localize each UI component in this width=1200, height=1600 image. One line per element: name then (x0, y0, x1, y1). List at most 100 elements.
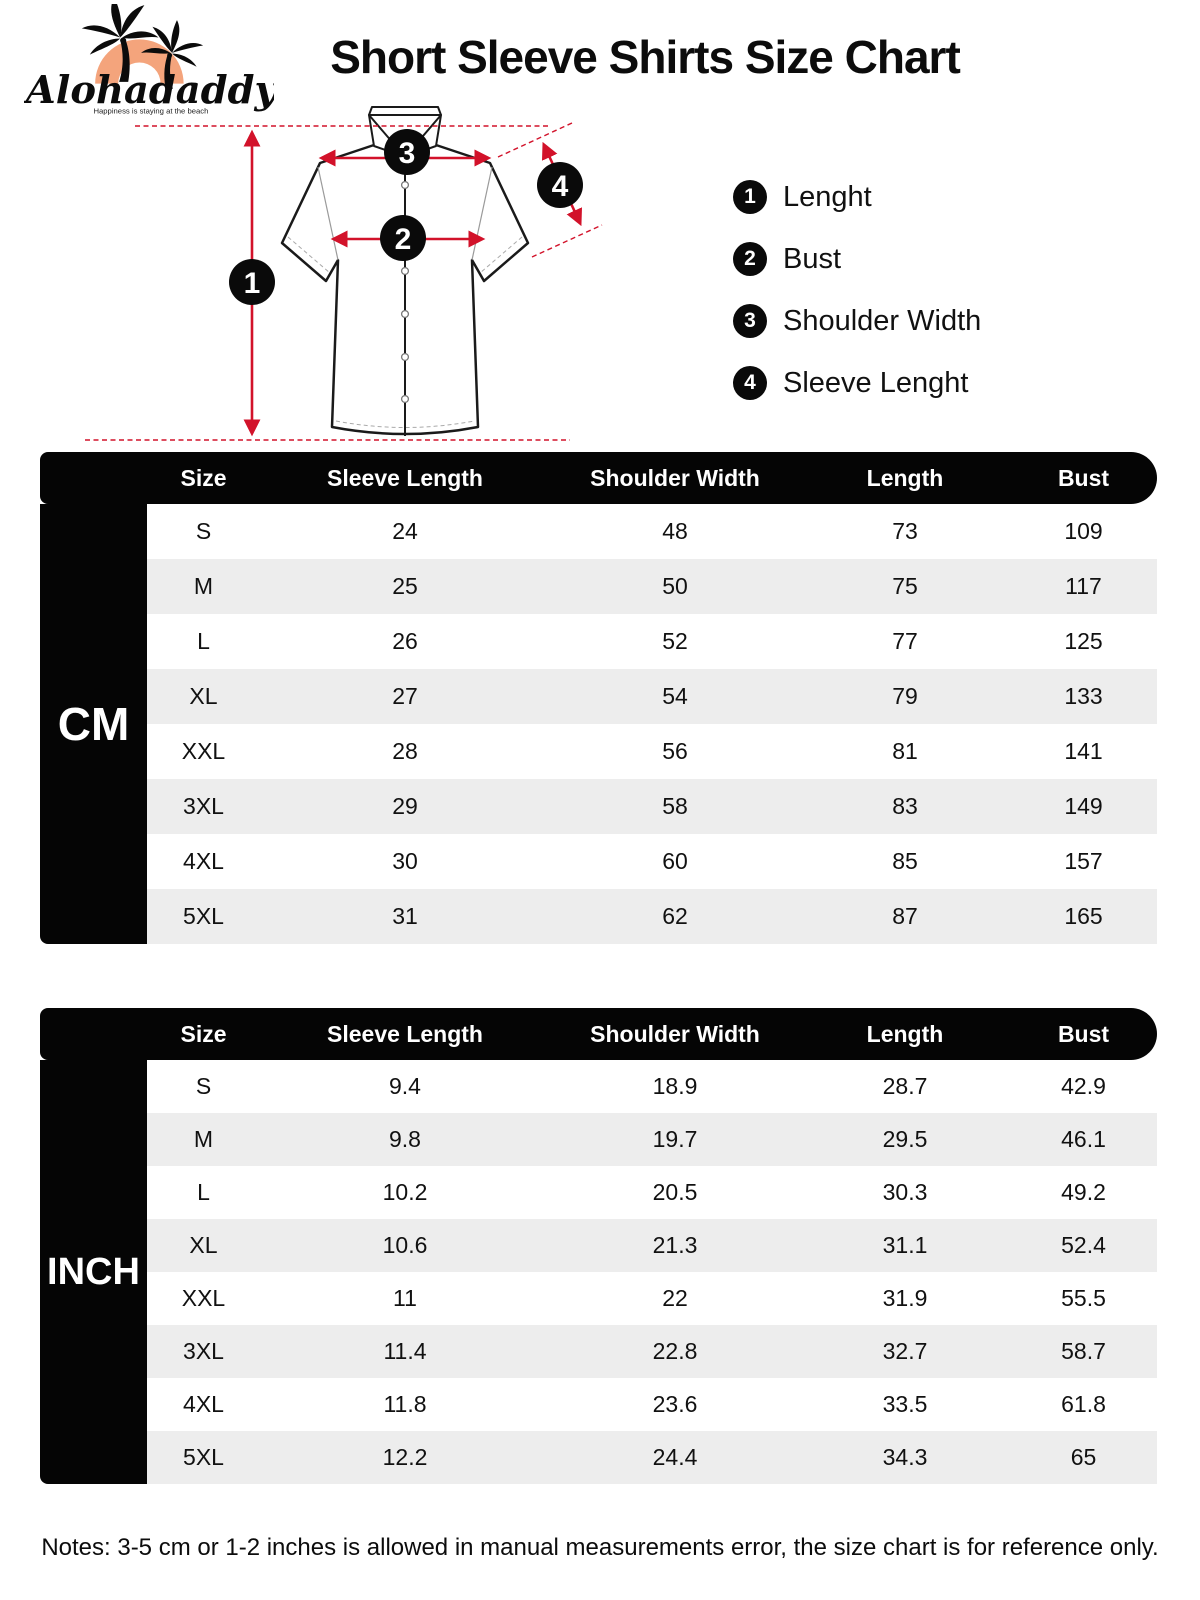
size-cell: S (195, 1073, 212, 1099)
sleeve-cell: 11.8 (383, 1391, 427, 1417)
table-row: L 26 52 77 125 (147, 614, 1157, 669)
table-row: L 10.2 20.5 30.3 49.2 (147, 1166, 1157, 1219)
length-cell: 73 (892, 518, 918, 544)
length-cell: 33.5 (882, 1391, 928, 1417)
legend-item-bust: 2 Bust (733, 242, 981, 276)
bust-cell: 157 (1064, 848, 1103, 874)
bust-cell: 61.8 (1061, 1391, 1106, 1417)
sleeve-cell: 9.8 (389, 1126, 421, 1152)
marker-3: 3 (399, 137, 416, 170)
legend-label-bust: Bust (783, 242, 842, 275)
legend-badge-4: 4 (733, 366, 767, 400)
size-cell: M (193, 573, 214, 599)
size-cell: L (197, 1179, 210, 1205)
table-row: S 24 48 73 109 (147, 504, 1157, 559)
bust-cell: 109 (1064, 518, 1103, 544)
length-cell: 81 (892, 738, 918, 764)
marker-1: 1 (244, 267, 261, 300)
bust-cell: 125 (1064, 628, 1103, 654)
inch-unit-column: INCH (40, 1060, 147, 1484)
shoulder-cell: 56 (662, 738, 688, 764)
brand-name: Alohadaddy (24, 68, 274, 113)
shoulder-cell: 19.7 (652, 1126, 698, 1152)
bust-cell: 141 (1064, 738, 1103, 764)
bust-cell: 55.5 (1061, 1285, 1106, 1311)
bust-cell: 133 (1064, 683, 1103, 709)
bust-cell: 165 (1064, 903, 1103, 929)
shoulder-cell: 50 (662, 573, 688, 599)
legend-badge-3: 3 (733, 304, 767, 338)
sleeve-cell: 9.4 (389, 1073, 421, 1099)
col-header-size: Size (180, 1020, 227, 1047)
length-cell: 85 (892, 848, 918, 874)
table-row: 3XL 11.4 22.8 32.7 58.7 (147, 1325, 1157, 1378)
bust-cell: 149 (1064, 793, 1103, 819)
shoulder-cell: 21.3 (652, 1232, 698, 1258)
table-row: XXL 11 22 31.9 55.5 (147, 1272, 1157, 1325)
inch-size-table: Size Sleeve Length Shoulder Width Length… (40, 1008, 1157, 1484)
legend-label-length: Lenght (783, 180, 872, 213)
table-row: 4XL 11.8 23.6 33.5 61.8 (147, 1378, 1157, 1431)
length-cell: 34.3 (882, 1444, 928, 1470)
sleeve-cell: 28 (392, 738, 418, 764)
table-row: 4XL 30 60 85 157 (147, 834, 1157, 889)
shoulder-cell: 20.5 (652, 1179, 698, 1205)
page-title: Short Sleeve Shirts Size Chart (330, 31, 961, 83)
marker-4: 4 (552, 170, 569, 203)
length-cell: 79 (892, 683, 918, 709)
bust-cell: 49.2 (1061, 1179, 1106, 1205)
sleeve-cell: 10.6 (382, 1232, 428, 1258)
shoulder-cell: 58 (662, 793, 688, 819)
inch-table-header: Size Sleeve Length Shoulder Width Length… (40, 1008, 1157, 1060)
col-header-sleeve-length: Sleeve Length (327, 1020, 483, 1047)
table-row: S 9.4 18.9 28.7 42.9 (147, 1060, 1157, 1113)
cm-table-header: Size Sleeve Length Shoulder Width Length… (40, 452, 1157, 504)
table-row: M 25 50 75 117 (147, 559, 1157, 614)
shoulder-cell: 23.6 (652, 1391, 698, 1417)
size-cell: M (193, 1126, 214, 1152)
cm-rows: S 24 48 73 109 M 25 50 75 117 L 26 52 (147, 504, 1157, 944)
legend-label-shoulder-width: Shoulder Width (783, 304, 982, 337)
shoulder-cell: 54 (662, 683, 688, 709)
table-row: M 9.8 19.7 29.5 46.1 (147, 1113, 1157, 1166)
legend-badge-1: 1 (733, 180, 767, 214)
sleeve-cell: 29 (392, 793, 418, 819)
measurement-notes: Notes: 3-5 cm or 1-2 inches is allowed i… (41, 1534, 1159, 1561)
col-header-length: Length (866, 464, 944, 491)
size-cell: XXL (181, 1285, 226, 1311)
length-cell: 30.3 (882, 1179, 928, 1205)
bust-cell: 117 (1065, 573, 1102, 599)
size-cell: XL (189, 683, 218, 709)
col-header-length: Length (866, 1020, 944, 1047)
length-cell: 75 (892, 573, 918, 599)
size-cell: 4XL (183, 1391, 224, 1417)
inch-unit-label: INCH (47, 1250, 140, 1293)
col-header-shoulder-width: Shoulder Width (590, 1020, 760, 1047)
size-cell: 5XL (183, 1444, 224, 1470)
sleeve-cell: 11.4 (383, 1338, 427, 1364)
bust-cell: 58.7 (1061, 1338, 1106, 1364)
measurement-markers: 1 2 3 4 (229, 129, 583, 305)
sleeve-cell: 26 (392, 628, 418, 654)
cm-unit-column: CM (40, 504, 147, 944)
shirt-measurement-diagram: 1 2 3 4 (85, 106, 603, 441)
cm-unit-label: CM (57, 698, 130, 750)
brand-logo: Alohadaddy Happiness is staying at the b… (24, 4, 274, 115)
shoulder-cell: 48 (662, 518, 688, 544)
table-row: 5XL 31 62 87 165 (147, 889, 1157, 944)
shoulder-cell: 18.9 (652, 1073, 698, 1099)
shoulder-cell: 22.8 (652, 1338, 698, 1364)
sleeve-cell: 10.2 (382, 1179, 428, 1205)
bust-cell: 46.1 (1061, 1126, 1106, 1152)
table-row: 3XL 29 58 83 149 (147, 779, 1157, 834)
col-header-size: Size (180, 464, 227, 491)
shoulder-cell: 52 (662, 628, 688, 654)
length-cell: 31.1 (882, 1232, 928, 1258)
length-cell: 31.9 (882, 1285, 928, 1311)
cm-size-table: Size Sleeve Length Shoulder Width Length… (40, 452, 1157, 944)
table-row: XL 27 54 79 133 (147, 669, 1157, 724)
size-cell: L (197, 628, 210, 654)
inch-rows: S 9.4 18.9 28.7 42.9 M 9.8 19.7 29.5 46.… (147, 1060, 1157, 1484)
length-cell: 77 (892, 628, 918, 654)
